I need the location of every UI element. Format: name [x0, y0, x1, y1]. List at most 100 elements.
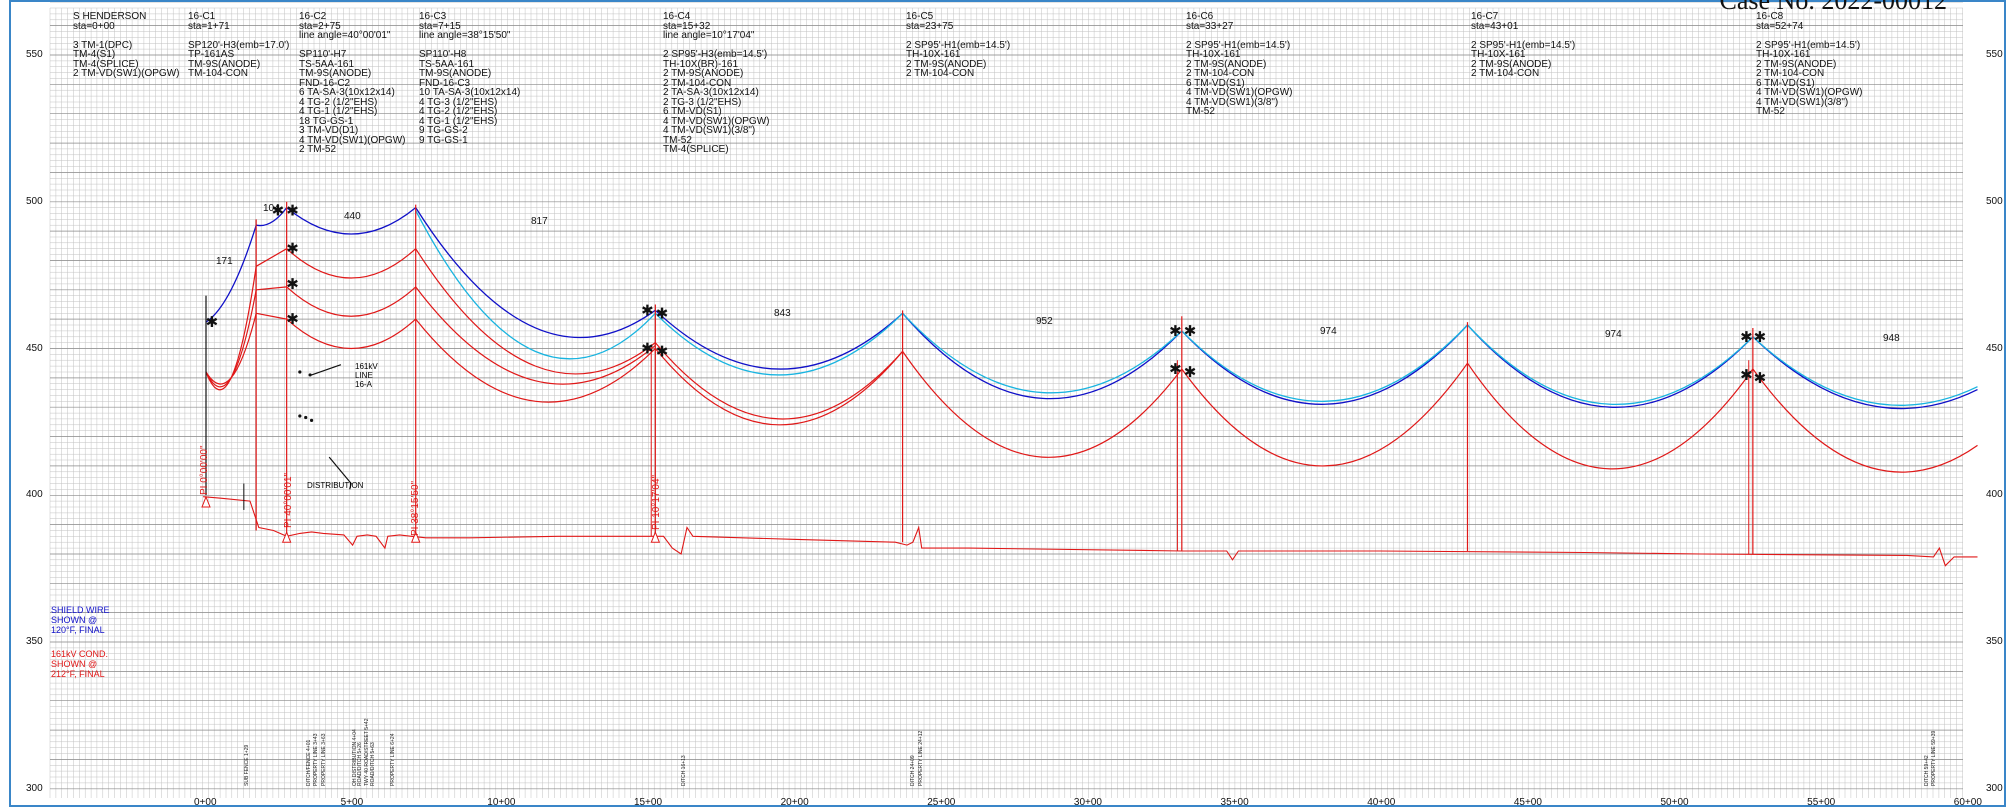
crossing-label: DITCH 24+09 [910, 755, 916, 786]
conductor-span-3 [255, 248, 287, 267]
structure-detail-line: TM-9S(ANODE) [188, 58, 261, 70]
structure-block: 16-C2 sta=2+75 line angle=40°00'01" SP110'… [299, 12, 405, 155]
structure-detail-line: TM-52 [663, 134, 692, 146]
structure-detail-line: 4 TG-1 (1/2"EHS) [419, 115, 498, 127]
structure-detail-line: FND-16-C3 [419, 77, 471, 89]
elevation-label: 550 [1986, 49, 2003, 60]
shield-span-12 [1467, 324, 1754, 405]
structure-detail-line: 4 TM-VD(SW1)(3/8") [663, 125, 756, 136]
structure-detail-line: sta=43+01 [1471, 20, 1519, 32]
structure-block: 16-C7 sta=43+01 2 SP95'-H1(emb=14.5') TH-1… [1471, 12, 1575, 79]
attachment-asterisk-16: ✱ [1740, 366, 1753, 384]
crossing-label: DITCH 16+13 [681, 755, 687, 786]
structure-detail-line: SP110'-H7 [299, 49, 347, 60]
line-16a-dot-1 [308, 373, 312, 377]
structure-detail-line: sta=23+75 [906, 20, 954, 32]
structure-detail-line: 4 TG-3 (1/2"EHS) [419, 96, 498, 108]
station-label: 5+00 [340, 797, 364, 808]
conductor-span-10 [415, 286, 656, 385]
structure-detail-line: 3 TM-VD(D1) [299, 125, 359, 136]
pi-marker-3 [650, 530, 661, 543]
pi-marker-2 [410, 530, 421, 543]
pi-label: PI 0°00'00" [199, 445, 210, 496]
attachment-asterisk-1: ✱ [272, 202, 285, 220]
station-label: 0+00 [194, 797, 217, 808]
conductor-span-8 [286, 318, 417, 349]
conductor-span-15 [1181, 362, 1468, 467]
structure-detail-line: TS-5AA-161 [419, 58, 475, 70]
structure-block: 16-C1 sta=1+71 SP120'-H3(emb=17.0') TP-161… [188, 12, 289, 79]
pi-marker-0 [201, 495, 211, 508]
structure-detail-line: TM-104-CON [188, 68, 249, 79]
structure-detail-line: 2 TM-104-CON [1471, 68, 1540, 79]
crossing-label: PROPERTY LINE 3+43 [313, 733, 319, 786]
structure-detail-line: sta=2+75 [299, 20, 341, 32]
structure-detail-line: 6 TM-VD(S1) [1756, 77, 1815, 89]
station-label: 15+00 [633, 797, 663, 808]
structure-detail-line: 4 TG-1 (1/2"EHS) [299, 106, 378, 117]
attachment-asterisk-14: ✱ [1740, 328, 1753, 346]
structure-detail-line: 2 TM-9S(ANODE) [1186, 58, 1267, 70]
shield-span-13 [1752, 336, 1978, 410]
conductor-span-4 [256, 286, 287, 291]
station-label: 45+00 [1513, 797, 1542, 808]
ground-profile [203, 496, 1978, 567]
structure-detail-line: 3 TM-1(DPC) [73, 39, 133, 51]
station-label: 10+00 [487, 797, 516, 808]
shield-legend-line-1: SHIELD WIRE [51, 605, 110, 615]
conductor-span-5 [256, 312, 287, 320]
attachment-asterisk-3: ✱ [286, 240, 299, 258]
structure-detail-line: 2 SP95'-H1(emb=14.5') [1186, 39, 1291, 51]
structure-detail-line: TH-10X-161 [1756, 49, 1811, 60]
distribution-dot-2 [309, 418, 314, 423]
conductor-span-6 [286, 248, 417, 279]
span-length: 843 [774, 308, 791, 319]
structure-detail-line: 4 TM-VD(SW1)(3/8") [1186, 96, 1279, 108]
attachment-asterisk-7: ✱ [656, 304, 669, 322]
structure-name: 16-C6 [1186, 11, 1214, 22]
conductor-span-9 [415, 248, 656, 375]
structure-detail-line: sta=0+00 [73, 20, 115, 32]
attachment-asterisk-4: ✱ [286, 275, 299, 293]
structure-detail-line: 2 TM-104-CON [1186, 68, 1255, 79]
attachment-asterisk-0: ✱ [206, 313, 219, 331]
structure-detail-line: 4 TM-VD(SW1)(OPGW) [663, 115, 770, 127]
structure-name: 16-C4 [663, 11, 691, 22]
wire-curves [203, 207, 1978, 567]
shield-span-3 [415, 207, 656, 339]
structure-detail-line: 6 TM-VD(S1) [663, 106, 722, 117]
crossing-label: PROPERTY LINE 59+39 [1931, 730, 1937, 786]
span-length: 948 [1883, 333, 1900, 344]
structure-detail-line: TM-9S(ANODE) [419, 68, 492, 79]
grid-major-lines [50, 25, 1963, 790]
elevation-label: 300 [26, 782, 43, 794]
line-16a-word: LINE [355, 371, 373, 380]
span-length: 440 [344, 211, 361, 222]
crossing-label: DITCH 59+42 [1924, 755, 1930, 786]
station-label: 55+00 [1807, 797, 1836, 808]
structure-detail-line: 2 TM-9S(ANODE) [1756, 58, 1837, 70]
sheet-border [9, 0, 2006, 807]
structure-name: 16-C8 [1756, 11, 1784, 22]
conductor-legend-line-3: 212°F, FINAL [51, 669, 105, 679]
line-16a-id: 16-A [355, 380, 372, 389]
shield-span-4 [415, 210, 656, 360]
structure-detail-line: TM-9S(ANODE) [299, 68, 372, 79]
attachment-asterisk-17: ✱ [1754, 369, 1767, 387]
attachment-asterisk-13: ✱ [1184, 363, 1197, 381]
structure-detail-line: 18 TG-GS-1 [299, 115, 354, 127]
structure-name: 16-C5 [906, 11, 934, 22]
station-label: 40+00 [1367, 797, 1396, 808]
structure-detail-line: TM-52 [1186, 106, 1215, 117]
structure-detail-line: sta=15+32 [663, 20, 711, 32]
line-16a-dot-0 [298, 370, 302, 374]
attachment-asterisk-2: ✱ [286, 202, 299, 220]
shield-span-2 [286, 207, 417, 235]
structure-detail-line: SP120'-H3(emb=17.0') [188, 39, 290, 51]
structure-detail-line: 4 TG-2 (1/2"EHS) [419, 106, 498, 117]
station-label: 25+00 [927, 797, 956, 808]
shield-legend-line-3: 120°F, FINAL [51, 625, 105, 635]
structure-detail-line: 2 SP95'-H1(emb=14.5') [906, 39, 1011, 51]
structure-detail-line: 4 TM-VD(SW1)(3/8") [1756, 96, 1849, 108]
